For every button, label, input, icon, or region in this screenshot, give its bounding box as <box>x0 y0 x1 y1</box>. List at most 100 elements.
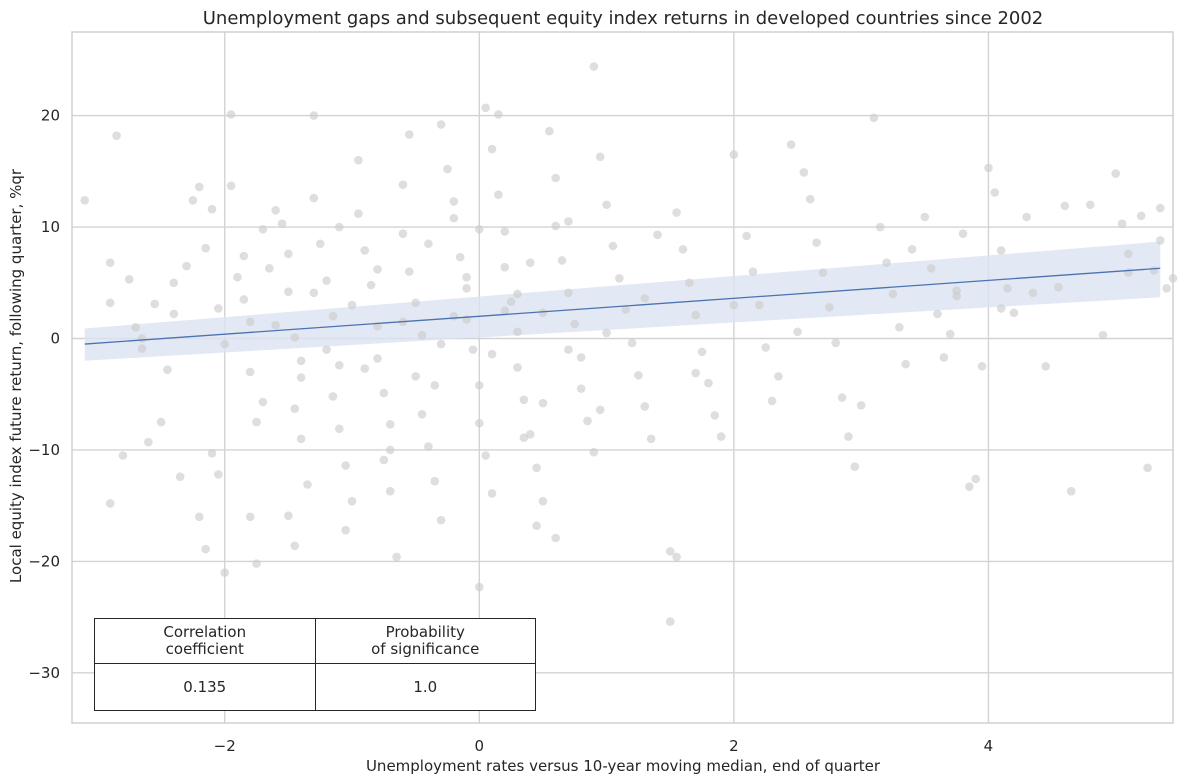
data-point <box>1143 463 1152 473</box>
data-point <box>80 195 90 205</box>
data-point <box>1155 236 1165 245</box>
data-point <box>685 278 694 288</box>
data-point <box>271 206 280 215</box>
data-point <box>513 289 522 299</box>
data-point <box>564 217 573 226</box>
scatter-points <box>80 62 1178 626</box>
data-point <box>214 304 223 313</box>
data-point <box>334 360 344 370</box>
data-point <box>303 480 312 489</box>
data-point <box>379 455 389 465</box>
data-point <box>933 309 942 319</box>
data-point <box>755 300 764 310</box>
data-point <box>112 131 121 140</box>
data-point <box>971 474 981 484</box>
data-point <box>347 300 357 310</box>
data-point <box>322 345 331 354</box>
data-point <box>341 461 350 470</box>
data-point <box>640 294 650 303</box>
plot-frame <box>71 31 1174 724</box>
data-point <box>201 544 210 554</box>
data-point <box>920 212 930 222</box>
data-point <box>519 433 529 442</box>
data-point <box>207 448 217 458</box>
data-point <box>385 420 395 429</box>
data-point <box>354 209 363 218</box>
data-point <box>996 246 1006 255</box>
data-point <box>360 364 370 373</box>
data-point <box>977 362 987 371</box>
data-point <box>532 521 541 531</box>
data-point <box>322 276 331 285</box>
data-point <box>373 354 382 363</box>
data-point <box>805 194 815 204</box>
data-point <box>214 470 223 479</box>
data-point <box>532 463 541 473</box>
data-point <box>869 113 879 123</box>
data-point <box>513 363 522 372</box>
data-point <box>430 476 440 486</box>
data-point <box>449 213 459 223</box>
data-point <box>538 398 548 408</box>
data-point <box>296 434 306 444</box>
data-point <box>258 224 268 234</box>
data-point <box>284 287 293 296</box>
data-point <box>334 222 344 232</box>
data-point <box>468 345 478 354</box>
data-point <box>1060 201 1070 211</box>
data-point <box>551 221 560 231</box>
data-point <box>1022 212 1031 222</box>
data-point <box>996 304 1006 313</box>
data-point <box>334 424 344 434</box>
data-point <box>895 323 904 332</box>
x-tick-label: 4 <box>984 737 994 755</box>
data-point <box>290 333 300 342</box>
data-point <box>856 401 866 410</box>
data-point <box>290 404 300 414</box>
data-point <box>220 568 230 577</box>
data-point <box>595 152 605 162</box>
data-point <box>182 261 191 271</box>
data-point <box>105 499 115 508</box>
data-point <box>799 168 809 177</box>
data-point <box>207 204 217 214</box>
data-point <box>385 445 395 455</box>
x-tick-label: 2 <box>729 737 739 755</box>
data-point <box>481 103 490 113</box>
data-point <box>252 559 261 568</box>
data-point <box>634 370 643 380</box>
data-point <box>405 130 414 139</box>
confidence-band <box>84 241 1161 361</box>
data-point <box>163 365 172 374</box>
data-point <box>284 249 293 259</box>
data-point <box>284 511 293 520</box>
data-point <box>1098 330 1108 340</box>
data-point <box>831 338 840 348</box>
data-point <box>583 416 592 426</box>
y-tick-label: −30 <box>28 664 60 682</box>
data-point <box>245 367 255 377</box>
data-point <box>729 150 739 159</box>
data-point <box>385 486 395 496</box>
data-point <box>710 411 720 420</box>
data-point <box>500 227 510 236</box>
data-point <box>1054 282 1063 292</box>
data-point <box>328 311 338 321</box>
data-point <box>239 251 249 261</box>
data-point <box>475 381 484 390</box>
data-point <box>366 280 376 290</box>
data-point <box>449 197 459 206</box>
data-point <box>653 230 662 240</box>
data-point <box>271 320 280 330</box>
data-point <box>309 288 319 298</box>
data-point <box>328 392 338 401</box>
data-point <box>678 245 688 254</box>
data-point <box>436 120 446 129</box>
data-point <box>538 308 548 318</box>
data-point <box>373 265 382 274</box>
data-point <box>990 188 1000 197</box>
data-point <box>201 243 210 253</box>
data-point <box>105 298 115 308</box>
data-point <box>875 222 885 232</box>
data-point <box>665 617 675 626</box>
